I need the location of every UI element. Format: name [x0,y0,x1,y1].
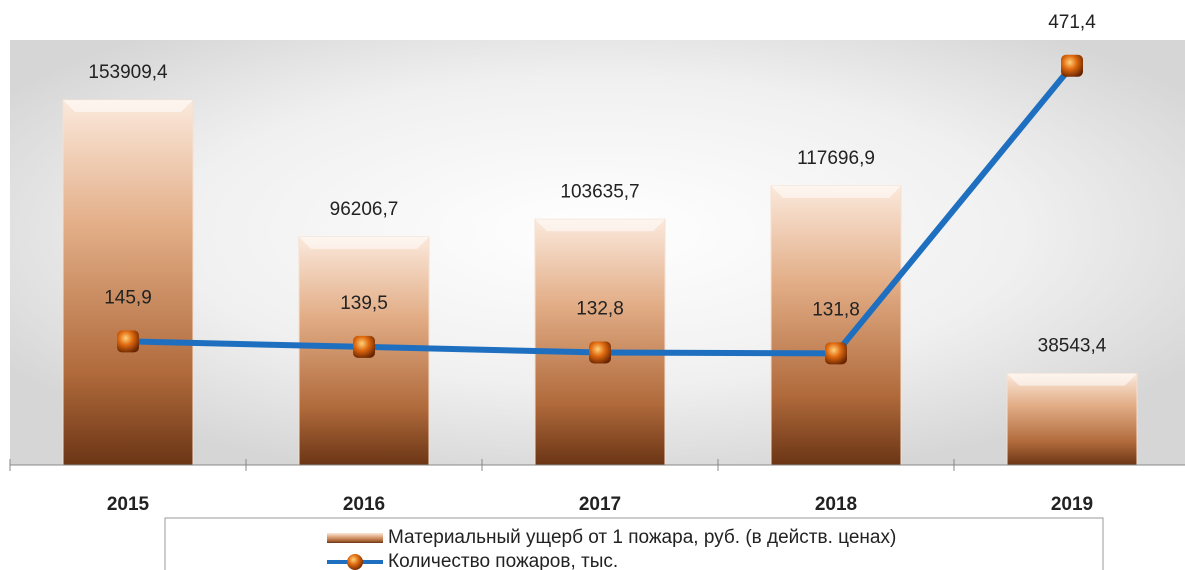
line-marker [825,342,847,365]
bar-value-label: 153909,4 [88,62,168,83]
x-tick-label: 2017 [579,494,621,515]
bar [1006,373,1138,466]
line-marker [117,330,139,353]
x-tick-label: 2016 [343,494,385,515]
bar-bevel [1007,373,1137,386]
legend-box [164,517,1104,570]
x-tick-label: 2019 [1051,494,1093,515]
line-marker [589,341,611,364]
bar-bevel [771,185,901,198]
line-marker [353,335,375,358]
bar-value-label: 103635,7 [560,181,639,202]
line-marker [1061,54,1083,77]
line-value-label: 131,8 [812,299,860,320]
x-tick-label: 2015 [107,494,150,515]
legend-label: Материальный ущерб от 1 пожара, руб. (в … [388,527,896,548]
line-value-label: 471,4 [1048,12,1096,33]
bar-bevel [299,236,429,249]
bar-value-label: 96206,7 [330,199,399,220]
bar-bevel [535,219,665,232]
legend-marker [347,554,363,570]
legend-label: Количество пожаров, тыс. [388,551,618,570]
x-tick-label: 2018 [815,494,857,515]
bar-value-label: 38543,4 [1038,336,1107,357]
line-value-label: 139,5 [340,293,388,314]
bar [770,185,902,466]
bar [62,99,194,466]
line-value-label: 132,8 [576,299,624,320]
legend-swatch [327,533,383,543]
bar-value-label: 117696,9 [797,148,875,169]
bar-bevel [63,100,193,113]
line-value-label: 145,9 [104,287,152,308]
